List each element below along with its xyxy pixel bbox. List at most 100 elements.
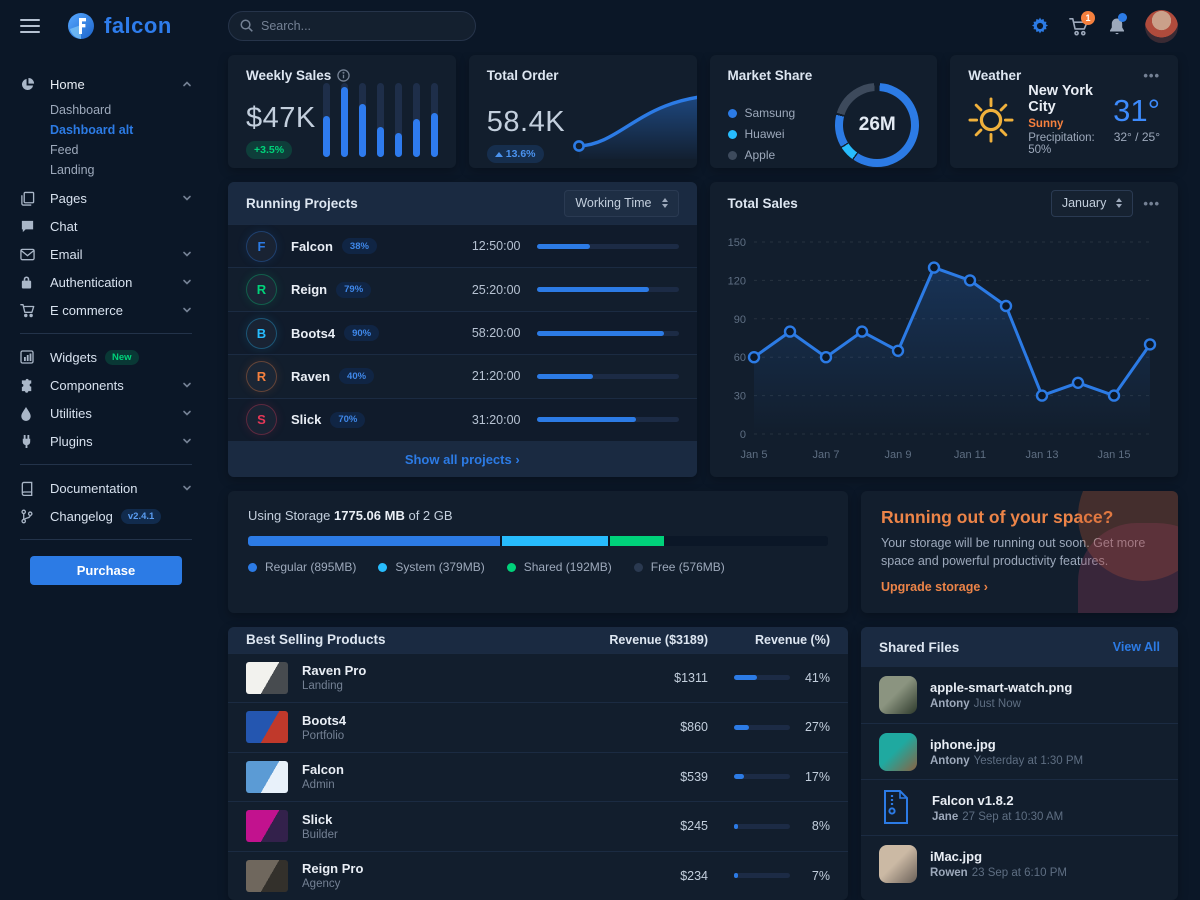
product-percent-label: 8% [811, 819, 830, 834]
sidebar-item-changelog[interactable]: Changelog v2.4.1 [20, 502, 198, 530]
sidebar-item-utilities[interactable]: Utilities [20, 399, 198, 427]
shared-files-title: Shared Files [879, 639, 960, 655]
file-name[interactable]: Falcon v1.8.2 [932, 792, 1014, 808]
project-name[interactable]: Boots4 [291, 325, 336, 341]
cart-icon [20, 303, 38, 318]
sidebar-item-pages[interactable]: Pages [20, 184, 198, 212]
legend-swatch [727, 129, 737, 139]
weekly-sales-bar-fill [412, 118, 420, 157]
product-percent-label: 41% [804, 670, 830, 685]
project-time: 58:20:00 [471, 326, 521, 341]
file-row: apple-smart-watch.png Antony Just Now [861, 667, 1178, 723]
product-thumbnail [246, 859, 288, 892]
sidebar-item-plugins[interactable]: Plugins [20, 427, 198, 455]
file-info: apple-smart-watch.png Antony Just Now [930, 680, 1072, 710]
storage-legend-item: Shared (192MB) [506, 560, 612, 574]
month-select[interactable]: January [1050, 189, 1134, 217]
select-arrows-icon [1116, 198, 1123, 208]
project-row: R Raven 40% 21:20:00 [228, 354, 697, 397]
weather-menu-dots-icon[interactable]: ••• [1143, 68, 1160, 83]
project-progress-bar [536, 243, 679, 249]
project-percent-badge: 79% [336, 281, 372, 298]
pie-chart-icon [20, 77, 38, 92]
sidebar-item-dashboard[interactable]: Dashboard [50, 103, 112, 117]
weather-city: New York City [1028, 83, 1093, 115]
total-sales-chart: 0 30 60 90 120 150 Jan 5 Jan 7 Jan 9 Jan 11 Jan 13… [710, 224, 1179, 477]
project-percent-badge: 90% [344, 325, 380, 342]
product-info: Falcon Admin [302, 762, 558, 791]
settings-gear-icon[interactable] [1030, 16, 1050, 36]
project-row: R Reign 79% 25:20:00 [228, 267, 697, 310]
sidebar-item-email[interactable]: Email [20, 240, 198, 268]
product-name[interactable]: Slick [302, 811, 333, 827]
select-arrows-icon [661, 198, 668, 208]
file-name[interactable]: iMac.jpg [930, 848, 983, 864]
brand-logo[interactable]: falcon [66, 11, 212, 41]
project-progress-bar [536, 330, 679, 336]
product-name[interactable]: Falcon [302, 762, 344, 778]
purchase-button[interactable]: Purchase [30, 556, 182, 585]
weekly-sales-bar-fill [340, 86, 348, 157]
sidebar-item-label: Home [50, 76, 85, 92]
file-name[interactable]: apple-smart-watch.png [930, 680, 1073, 695]
weekly-sales-bar [322, 83, 330, 157]
storage-legend-item: System (379MB) [378, 560, 485, 574]
total-sales-menu-dots-icon[interactable]: ••• [1143, 195, 1160, 211]
product-name[interactable]: Reign Pro [302, 861, 364, 877]
product-revenue: $539 [680, 769, 708, 784]
file-meta: Antony Just Now [930, 698, 1021, 710]
view-all-link[interactable]: View All [1112, 640, 1160, 654]
show-all-projects-link[interactable]: Show all projects › [228, 441, 697, 477]
project-progress-bar [536, 287, 679, 293]
book-icon [20, 481, 38, 496]
sidebar-item-label: Authentication [50, 274, 133, 290]
sidebar-item-documentation[interactable]: Documentation [20, 474, 198, 502]
running-projects-title: Running Projects [246, 195, 358, 211]
hamburger-menu-icon[interactable] [20, 15, 40, 37]
working-time-select[interactable]: Working Time [564, 189, 679, 217]
sidebar-divider [20, 464, 192, 465]
cart-icon[interactable]: 1 [1068, 10, 1095, 37]
project-name[interactable]: Raven [291, 368, 331, 384]
product-percent-fill [734, 873, 738, 879]
project-name[interactable]: Falcon [291, 238, 333, 254]
sidebar-item-landing[interactable]: Landing [50, 163, 95, 177]
sidebar-item-e-commerce[interactable]: E commerce [20, 296, 198, 324]
sidebar-badge: v2.4.1 [120, 508, 162, 524]
storage-legend-label: Regular (895MB) [265, 560, 357, 574]
sidebar-nav: Home Dashboard Dashboard alt Feed Landing Pag… [20, 70, 198, 530]
upgrade-space-card: Running out of your space? Your storage … [861, 491, 1178, 613]
product-name[interactable]: Raven Pro [302, 663, 367, 679]
product-name[interactable]: Boots4 [302, 712, 347, 728]
market-share-title: Market Share [727, 68, 813, 83]
storage-segment [666, 536, 828, 546]
sidebar-item-home[interactable]: Home [20, 70, 198, 98]
product-category: Landing [302, 680, 343, 693]
file-name[interactable]: iphone.jpg [930, 736, 996, 752]
sidebar-item-dashboard-alt[interactable]: Dashboard alt [50, 123, 134, 137]
widgets-icon [20, 350, 38, 364]
storage-segment [501, 536, 609, 546]
sidebar-item-widgets[interactable]: Widgets New [20, 343, 198, 371]
sidebar-item-components[interactable]: Components [20, 371, 198, 399]
search-input[interactable] [228, 11, 476, 41]
project-row: B Boots4 90% 58:20:00 [228, 310, 697, 355]
sidebar-badge: New [104, 349, 139, 365]
svg-text:0: 0 [739, 429, 745, 441]
storage-legend-item: Free (576MB) [633, 560, 725, 574]
sidebar-item-feed[interactable]: Feed [50, 143, 79, 157]
project-name[interactable]: Slick [291, 412, 322, 428]
product-percent-fill [734, 774, 744, 780]
weekly-sales-bar-fill [358, 103, 366, 157]
sidebar-item-authentication[interactable]: Authentication [20, 268, 198, 296]
pages-icon [20, 191, 38, 206]
project-name[interactable]: Reign [291, 282, 328, 298]
upgrade-storage-link[interactable]: Upgrade storage › [881, 580, 988, 595]
legend-item-huawei: Huawei [727, 127, 796, 141]
sidebar-item-chat[interactable]: Chat [20, 212, 198, 240]
weather-precipitation: Precipitation: 50% [1028, 132, 1095, 156]
info-icon[interactable] [337, 69, 351, 82]
user-avatar[interactable] [1145, 9, 1178, 43]
product-percent-cell: 7% [708, 869, 830, 883]
notifications-bell-icon[interactable] [1107, 12, 1127, 37]
